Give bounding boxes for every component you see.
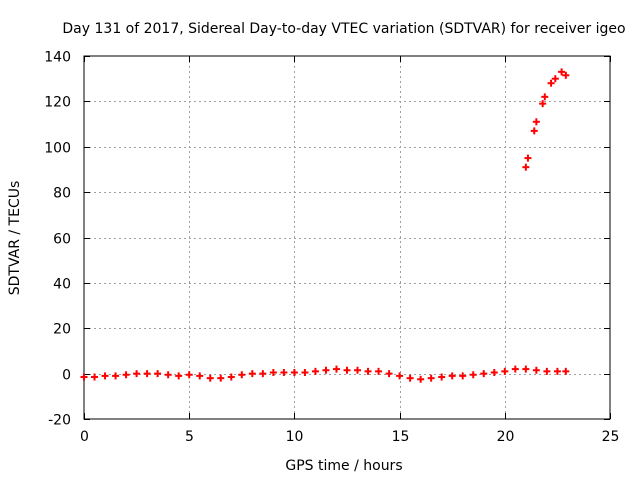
data-point: [322, 366, 330, 374]
data-point: [438, 373, 446, 381]
axes: [83, 55, 611, 420]
data-point: [343, 366, 351, 374]
data-point: [238, 371, 246, 379]
data-point: [122, 371, 130, 379]
data-point: [553, 367, 561, 375]
data-point: [547, 79, 555, 87]
plot-border: [83, 55, 611, 420]
data-point: [175, 372, 183, 380]
y-tick-label: 0: [62, 368, 71, 384]
data-point: [532, 118, 540, 126]
y-tick-label: 140: [44, 50, 71, 66]
data-point: [562, 367, 570, 375]
data-point: [448, 372, 456, 380]
data-point: [532, 366, 540, 374]
data-point: [269, 368, 277, 376]
data-point: [543, 367, 551, 375]
data-point: [217, 374, 225, 382]
y-axis-label: SDTVAR / TECUs: [7, 181, 23, 296]
data-point: [248, 370, 256, 378]
data-point: [459, 372, 467, 380]
x-tick-label: 10: [286, 429, 304, 445]
y-tick-label: 100: [44, 141, 71, 157]
data-point: [562, 71, 570, 79]
x-tick-label: 5: [185, 429, 194, 445]
data-point: [417, 375, 425, 383]
data-point: [364, 367, 372, 375]
data-point: [154, 370, 162, 378]
data-point: [311, 367, 319, 375]
data-point: [301, 368, 309, 376]
tick-labels: 0 5 10 15 20 25 -20 0 20 40 60 80 100 120 140: [44, 50, 619, 446]
data-point: [522, 163, 530, 171]
data-point: [511, 365, 519, 373]
data-point: [143, 370, 151, 378]
x-tick-label: 25: [602, 429, 620, 445]
data-point: [490, 368, 498, 376]
data-point: [522, 365, 530, 373]
data-point: [280, 368, 288, 376]
data-point: [539, 100, 547, 108]
data-point: [469, 371, 477, 379]
data-point: [385, 370, 393, 378]
y-tick-label: 60: [53, 232, 71, 248]
y-tick-label: 80: [53, 186, 71, 202]
data-point: [227, 373, 235, 381]
data-point: [406, 374, 414, 382]
y-tick-label: 120: [44, 95, 71, 111]
data-point: [524, 154, 532, 162]
x-tick-label: 0: [80, 429, 89, 445]
data-point: [101, 372, 109, 380]
data-point: [290, 368, 298, 376]
data-point: [80, 373, 88, 381]
data-point: [530, 127, 538, 135]
data-point: [206, 374, 214, 382]
data-point: [396, 372, 404, 380]
y-tick-label: 20: [53, 322, 71, 338]
data-point: [185, 371, 193, 379]
data-point: [133, 370, 141, 378]
grid-lines: [84, 56, 610, 419]
y-tick-label: 40: [53, 277, 71, 293]
chart-title: Day 131 of 2017, Sidereal Day-to-day VTE…: [62, 21, 625, 37]
data-point: [551, 75, 559, 83]
data-point: [558, 68, 566, 76]
data-point: [501, 367, 509, 375]
x-axis-label: GPS time / hours: [285, 458, 402, 474]
data-point: [332, 365, 340, 373]
data-point: [196, 372, 204, 380]
data-point: [164, 371, 172, 379]
x-tick-label: 15: [392, 429, 410, 445]
data-point: [480, 370, 488, 378]
data-point: [91, 373, 99, 381]
data-point: [375, 367, 383, 375]
data-point: [112, 372, 120, 380]
data-point: [354, 366, 362, 374]
data-point: [541, 93, 549, 101]
y-tick-label: -20: [48, 413, 71, 429]
x-tick-label: 20: [497, 429, 515, 445]
data-point: [427, 374, 435, 382]
data-points: [80, 68, 570, 383]
data-point: [259, 370, 267, 378]
